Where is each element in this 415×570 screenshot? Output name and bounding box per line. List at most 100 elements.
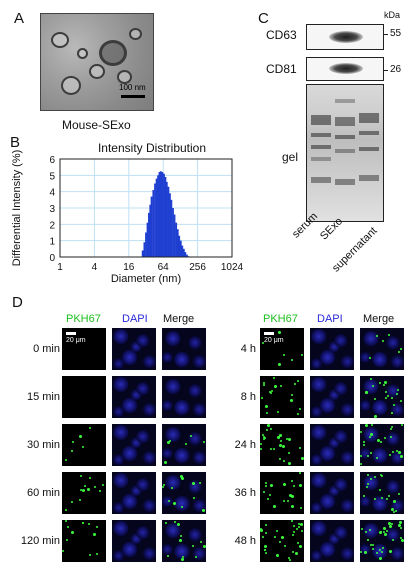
micrograph-merge	[360, 424, 404, 466]
micrograph-pkh67	[62, 520, 106, 562]
micro-scale-label: 20 μm	[264, 337, 284, 344]
distribution-bar	[143, 242, 146, 257]
distribution-bar	[163, 173, 165, 257]
distribution-bar	[167, 186, 170, 257]
distribution-bar	[175, 222, 178, 257]
col-head-dapi-left: DAPI	[122, 313, 148, 325]
distribution-bar	[155, 178, 158, 257]
panel-b-letter: B	[10, 134, 21, 151]
micrograph-merge	[360, 376, 404, 418]
distribution-bar	[176, 229, 179, 257]
micrograph-dapi	[310, 472, 354, 514]
timepoint-label: 15 min	[26, 391, 60, 403]
panel-c-letter: C	[258, 10, 269, 27]
y-tick-label: 6	[49, 155, 55, 166]
distribution-bar	[150, 196, 153, 257]
x-tick-label: 64	[158, 262, 170, 273]
micrograph-dapi	[112, 424, 156, 466]
x-tick-label: 4	[92, 262, 98, 273]
distribution-bar	[146, 222, 149, 257]
marker-55: 55	[390, 28, 402, 39]
distribution-bar	[141, 250, 144, 257]
distribution-bar	[152, 190, 155, 257]
y-axis-label: Differential Intensity (%)	[11, 150, 23, 267]
micrograph-dapi	[310, 520, 354, 562]
micrograph-merge	[360, 328, 404, 370]
micrograph-dapi	[310, 376, 354, 418]
kda-label: kDa	[384, 10, 401, 20]
micro-scale-bar	[66, 332, 76, 335]
micro-scale-bar	[264, 332, 274, 335]
distribution-bar	[149, 204, 152, 257]
tem-image: 100 nm	[40, 13, 154, 111]
micrograph-pkh67: 20 μm	[260, 328, 304, 370]
micrograph-merge	[360, 520, 404, 562]
col-head-merge-right: Merge	[363, 313, 395, 325]
timepoint-label: 30 min	[26, 439, 60, 451]
col-head-dapi-right: DAPI	[317, 313, 343, 325]
distribution-bar	[145, 232, 147, 257]
y-tick-label: 1	[49, 237, 55, 248]
distribution-bar	[185, 254, 188, 257]
x-tick-label: 256	[189, 262, 206, 273]
col-head-pkh67-right: PKH67	[263, 313, 298, 325]
micrograph-pkh67	[62, 472, 106, 514]
y-tick-label: 3	[49, 204, 55, 215]
distribution-bar	[173, 214, 176, 257]
gel-image	[306, 84, 384, 222]
distribution-bar	[157, 175, 159, 257]
micrograph-pkh67	[260, 376, 304, 418]
micrograph-dapi	[112, 472, 156, 514]
marker-26: 26	[390, 64, 402, 75]
blot-label-cd63: CD63	[266, 28, 297, 42]
distribution-bar	[158, 172, 161, 257]
distribution-bar	[148, 212, 150, 257]
timepoint-label: 48 h	[234, 535, 256, 547]
y-tick-label: 0	[49, 253, 55, 264]
x-tick-label: 1024	[221, 262, 244, 273]
distribution-bar	[159, 171, 162, 257]
tem-scale-label: 100 nm	[119, 83, 146, 92]
micrograph-pkh67	[260, 520, 304, 562]
distribution-bar	[161, 172, 164, 257]
chart-title: Intensity Distribution	[98, 141, 206, 155]
distribution-bar	[169, 193, 171, 257]
distribution-bar	[184, 252, 187, 257]
panel-a-letter: A	[14, 10, 25, 27]
panel-d-letter: D	[12, 294, 23, 311]
gel-label: gel	[282, 150, 299, 164]
distribution-bar	[154, 183, 156, 257]
col-head-pkh67-left: PKH67	[66, 313, 101, 325]
micrograph-dapi	[112, 520, 156, 562]
x-axis-label: Diameter (nm)	[111, 273, 181, 285]
distribution-bar	[178, 235, 181, 257]
distribution-bar	[172, 208, 174, 257]
col-head-merge-left: Merge	[163, 313, 195, 325]
blot-cd81	[306, 57, 384, 81]
micro-scale-label: 20 μm	[66, 337, 86, 344]
timepoint-label: 60 min	[26, 487, 60, 499]
lane-label-supernatant: supernatant	[330, 224, 380, 275]
micrograph-pkh67	[62, 376, 106, 418]
timepoint-label: 120 min	[20, 535, 60, 547]
plot-frame	[59, 158, 233, 258]
x-tick-label: 1	[57, 262, 63, 273]
micrograph-dapi	[112, 328, 156, 370]
blot-cd63	[306, 24, 384, 50]
micrograph-dapi	[112, 376, 156, 418]
micrograph-merge	[162, 328, 206, 370]
micrograph-dapi	[310, 328, 354, 370]
micrograph-merge	[360, 472, 404, 514]
distribution-bar	[182, 248, 185, 257]
timepoint-label: 36 h	[234, 487, 256, 499]
timepoint-label: 24 h	[234, 439, 256, 451]
x-tick-label: 16	[123, 262, 135, 273]
distribution-bar	[165, 181, 168, 257]
micrograph-pkh67	[260, 472, 304, 514]
micrograph-merge	[162, 376, 206, 418]
distribution-bar	[181, 245, 184, 257]
blot-label-cd81: CD81	[266, 62, 297, 76]
micrograph-dapi	[310, 424, 354, 466]
distribution-bar	[179, 240, 182, 257]
